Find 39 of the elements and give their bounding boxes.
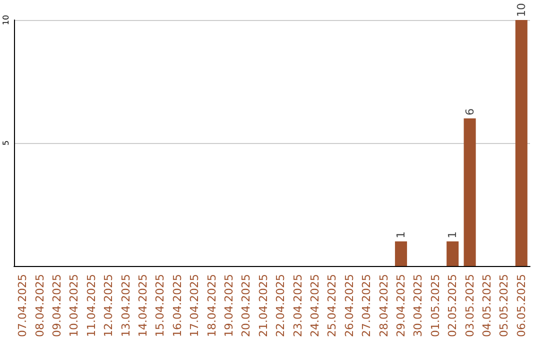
x-tick-label: 05.05.2025	[498, 274, 511, 338]
x-tick-label: 22.04.2025	[274, 274, 288, 338]
x-tick-label: 15.04.2025	[154, 274, 167, 338]
x-tick-label: 03.05.2025	[463, 274, 476, 338]
x-tick-label: 21.04.2025	[256, 274, 270, 338]
x-tick-label: 30.04.2025	[412, 274, 425, 338]
x-tick-label: 24.04.2025	[308, 274, 322, 338]
x-tick-label: 20.04.2025	[240, 274, 253, 338]
x-tick-label: 19.04.2025	[222, 274, 236, 338]
x-tick-label: 14.04.2025	[136, 274, 150, 338]
x-tick-label: 18.04.2025	[205, 274, 218, 338]
data-label: 6	[463, 108, 476, 116]
bar	[464, 118, 476, 266]
x-tick-label: 06.05.2025	[514, 274, 528, 338]
x-tick-label: 09.04.2025	[50, 274, 64, 338]
x-tick-label: 02.05.2025	[446, 274, 460, 338]
data-label: 1	[394, 231, 408, 238]
x-tick-label: 16.04.2025	[170, 274, 184, 338]
x-tick-label: 26.04.2025	[342, 274, 356, 338]
bar	[394, 241, 408, 266]
x-tick-label: 23.04.2025	[291, 274, 304, 338]
x-tick-label: 12.04.2025	[102, 274, 116, 338]
x-tick-label: 27.04.2025	[360, 274, 374, 338]
data-label: 1	[446, 231, 460, 238]
x-tick-label: 04.05.2025	[480, 274, 494, 338]
x-tick-label: 01.05.2025	[428, 274, 442, 338]
x-tick-label: 29.04.2025	[394, 274, 408, 338]
y-tick-label: 5	[2, 140, 10, 146]
bar	[515, 20, 528, 266]
x-tick-label: 07.04.2025	[16, 274, 30, 338]
bar	[446, 241, 459, 266]
x-tick-label: 08.04.2025	[33, 274, 46, 338]
data-label: 10	[514, 3, 528, 17]
x-tick-label: 25.04.2025	[326, 274, 339, 338]
x-tick-label: 28.04.2025	[377, 274, 390, 338]
x-tick-label: 17.04.2025	[188, 274, 202, 338]
x-tick-label: 13.04.2025	[119, 274, 132, 338]
x-tick-label: 10.04.2025	[68, 274, 81, 338]
x-tick-label: 11.04.2025	[84, 274, 98, 338]
